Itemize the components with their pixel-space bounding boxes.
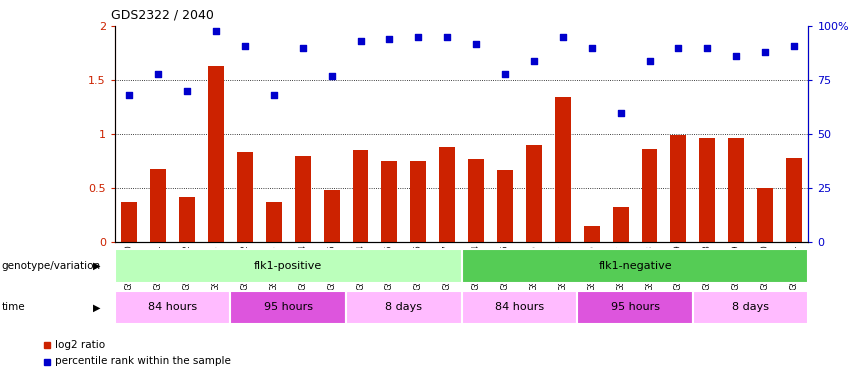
- Bar: [294, 156, 311, 242]
- Bar: [180, 196, 195, 242]
- Bar: [410, 161, 426, 242]
- Bar: [208, 66, 224, 242]
- Point: [556, 34, 569, 40]
- Text: 8 days: 8 days: [386, 303, 422, 312]
- Point: [469, 40, 483, 46]
- Text: 95 hours: 95 hours: [610, 303, 660, 312]
- Bar: [577, 291, 693, 324]
- Point: [209, 28, 223, 34]
- Bar: [613, 207, 629, 242]
- Bar: [497, 170, 513, 242]
- Text: ▶: ▶: [93, 303, 100, 312]
- Text: GDS2322 / 2040: GDS2322 / 2040: [111, 9, 214, 21]
- Text: time: time: [2, 303, 26, 312]
- Bar: [671, 135, 687, 242]
- Text: log2 ratio: log2 ratio: [55, 340, 106, 350]
- Point: [296, 45, 310, 51]
- Text: 84 hours: 84 hours: [495, 303, 544, 312]
- Point: [498, 70, 511, 77]
- Point: [383, 36, 397, 42]
- Bar: [115, 291, 231, 324]
- Bar: [266, 202, 282, 242]
- Bar: [555, 98, 571, 242]
- Bar: [346, 291, 461, 324]
- Bar: [461, 291, 577, 324]
- Bar: [786, 158, 802, 242]
- Bar: [231, 291, 346, 324]
- Bar: [700, 138, 715, 242]
- Point: [787, 43, 801, 49]
- Point: [700, 45, 714, 51]
- Point: [180, 88, 194, 94]
- Text: flk1-negative: flk1-negative: [598, 261, 672, 271]
- Point: [614, 110, 627, 116]
- Bar: [237, 152, 253, 242]
- Bar: [642, 149, 658, 242]
- Point: [412, 34, 426, 40]
- Bar: [381, 161, 397, 242]
- Point: [441, 34, 454, 40]
- Point: [354, 38, 368, 44]
- Point: [585, 45, 598, 51]
- Point: [123, 92, 136, 98]
- Text: 95 hours: 95 hours: [264, 303, 313, 312]
- Bar: [468, 159, 484, 242]
- Bar: [728, 138, 744, 242]
- Point: [643, 58, 656, 64]
- Bar: [693, 291, 808, 324]
- Bar: [151, 169, 166, 242]
- Point: [238, 43, 252, 49]
- Text: ▶: ▶: [93, 261, 100, 271]
- Text: 84 hours: 84 hours: [148, 303, 197, 312]
- Point: [325, 73, 339, 79]
- Bar: [584, 226, 600, 242]
- Point: [267, 92, 281, 98]
- Point: [151, 70, 165, 77]
- Text: percentile rank within the sample: percentile rank within the sample: [55, 357, 231, 366]
- Bar: [526, 145, 542, 242]
- Bar: [352, 150, 368, 242]
- Bar: [439, 147, 455, 242]
- Bar: [115, 249, 461, 283]
- Bar: [461, 249, 808, 283]
- Point: [758, 49, 772, 55]
- Text: 8 days: 8 days: [732, 303, 769, 312]
- Point: [729, 54, 743, 60]
- Point: [671, 45, 685, 51]
- Bar: [757, 188, 773, 242]
- Text: flk1-positive: flk1-positive: [254, 261, 323, 271]
- Bar: [122, 202, 137, 242]
- Point: [527, 58, 540, 64]
- Bar: [323, 190, 340, 242]
- Text: genotype/variation: genotype/variation: [2, 261, 100, 271]
